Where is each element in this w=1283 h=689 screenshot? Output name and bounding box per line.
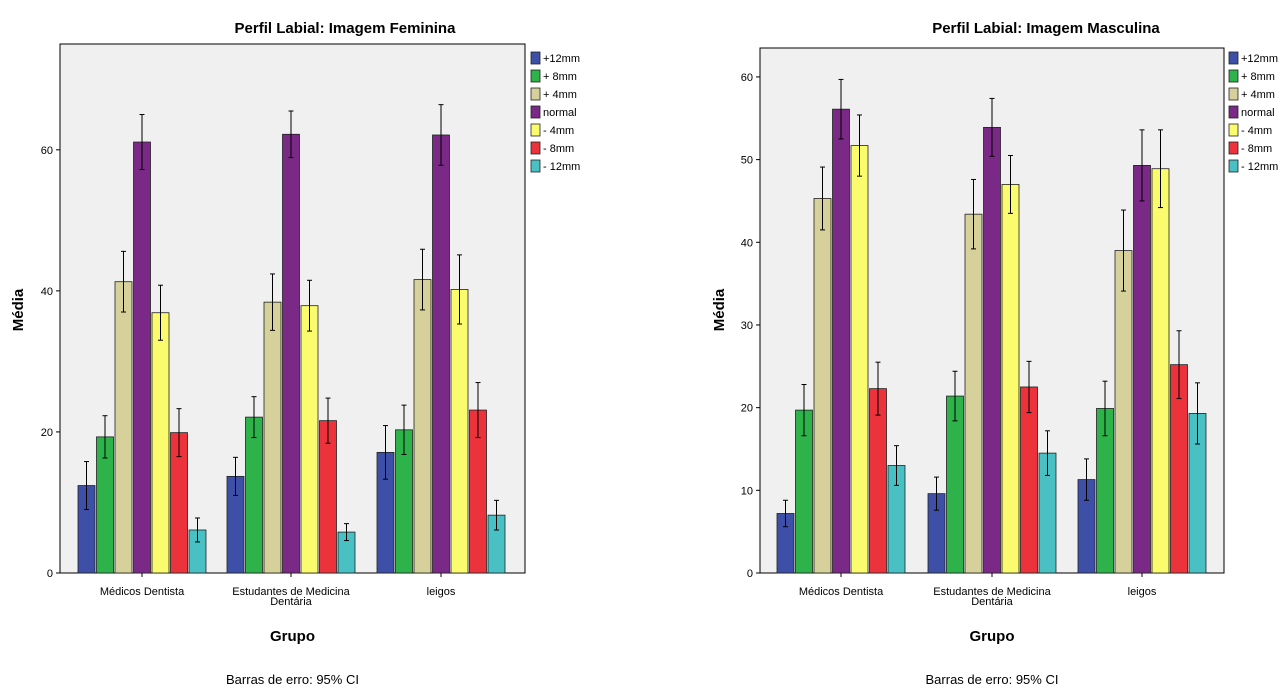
legend-swatch bbox=[530, 123, 541, 137]
chart-title: Perfil Labial: Imagem Feminina bbox=[235, 20, 457, 37]
legend-swatch bbox=[530, 69, 541, 83]
legend-swatch bbox=[1228, 69, 1239, 83]
y-tick-label: 50 bbox=[741, 155, 753, 167]
x-tick-label: leigos bbox=[1128, 586, 1157, 598]
bar bbox=[1133, 165, 1151, 574]
legend-label: normal bbox=[543, 107, 577, 119]
bar bbox=[300, 305, 319, 574]
y-tick-label: 20 bbox=[741, 403, 753, 415]
y-tick-label: 0 bbox=[747, 568, 753, 580]
bar bbox=[983, 126, 1001, 574]
x-axis-label: Grupo bbox=[970, 628, 1015, 645]
y-tick-label: 30 bbox=[741, 320, 753, 332]
bar bbox=[1114, 250, 1133, 574]
bar bbox=[151, 312, 170, 574]
legend-swatch bbox=[530, 51, 541, 65]
bar bbox=[869, 388, 887, 574]
y-tick-label: 40 bbox=[741, 237, 753, 249]
legend: +12mm + 8mm + 4mm normal - 4mm - 8mm - 12mm bbox=[1228, 51, 1278, 173]
chart-masculina: Perfil Labial: Imagem Masculina 0 10 20 30 40… bbox=[711, 20, 1278, 687]
legend-label: - 8mm bbox=[543, 143, 574, 155]
legend-swatch bbox=[1228, 87, 1239, 101]
chart-feminina: Perfil Labial: Imagem Feminina 0 20 40 60 Méd… bbox=[10, 20, 580, 687]
legend-label: + 8mm bbox=[543, 71, 577, 83]
y-axis-label: Média bbox=[711, 288, 728, 331]
bar bbox=[413, 279, 432, 574]
legend-label: - 12mm bbox=[1241, 161, 1278, 173]
legend-swatch bbox=[1228, 141, 1239, 155]
legend-swatch bbox=[1228, 105, 1239, 119]
legend-swatch bbox=[530, 159, 541, 173]
legend-label: + 4mm bbox=[543, 89, 577, 101]
error-bar-note: Barras de erro: 95% CI bbox=[226, 672, 359, 687]
x-tick-label: Dentária bbox=[971, 596, 1013, 608]
bar bbox=[832, 108, 850, 574]
bar bbox=[263, 301, 282, 574]
legend-swatch bbox=[530, 87, 541, 101]
bar bbox=[813, 198, 832, 574]
x-tick-label: Estudantes de Medicina bbox=[232, 586, 350, 598]
bar bbox=[964, 213, 983, 574]
legend-label: - 4mm bbox=[543, 125, 574, 137]
x-tick-label: Médicos Dentista bbox=[100, 586, 185, 598]
legend-label: - 12mm bbox=[543, 161, 580, 173]
x-tick-label: Dentária bbox=[270, 596, 312, 608]
bar bbox=[1020, 386, 1038, 574]
bar bbox=[946, 395, 964, 574]
y-tick-label: 0 bbox=[47, 568, 53, 580]
legend-label: - 8mm bbox=[1241, 143, 1272, 155]
y-tick-label: 20 bbox=[41, 427, 53, 439]
legend-swatch bbox=[1228, 123, 1239, 137]
bar bbox=[1001, 184, 1020, 574]
bar bbox=[133, 141, 151, 574]
bar bbox=[1151, 168, 1170, 574]
legend: +12mm + 8mm + 4mm normal - 4mm - 8mm - 12mm bbox=[530, 51, 580, 173]
y-tick-label: 10 bbox=[741, 485, 753, 497]
bar bbox=[432, 134, 450, 574]
bar bbox=[245, 416, 263, 574]
bar bbox=[114, 281, 133, 574]
legend-swatch bbox=[530, 105, 541, 119]
error-bar-note: Barras de erro: 95% CI bbox=[926, 672, 1059, 687]
bar bbox=[450, 289, 469, 574]
bar bbox=[282, 133, 300, 574]
legend-swatch bbox=[1228, 159, 1239, 173]
legend-label: + 8mm bbox=[1241, 71, 1275, 83]
y-tick-label: 60 bbox=[41, 145, 53, 157]
chart-title: Perfil Labial: Imagem Masculina bbox=[932, 20, 1160, 37]
y-axis-label: Média bbox=[10, 288, 27, 331]
x-tick-label: Médicos Dentista bbox=[799, 586, 884, 598]
legend-swatch bbox=[1228, 51, 1239, 65]
legend-label: normal bbox=[1241, 107, 1275, 119]
x-tick-label: leigos bbox=[427, 586, 456, 598]
legend-label: + 4mm bbox=[1241, 89, 1275, 101]
legend-label: +12mm bbox=[543, 53, 580, 65]
legend-swatch bbox=[530, 141, 541, 155]
y-tick-label: 60 bbox=[741, 72, 753, 84]
x-tick-label: Estudantes de Medicina bbox=[933, 586, 1051, 598]
x-axis-label: Grupo bbox=[270, 628, 315, 645]
legend-label: +12mm bbox=[1241, 53, 1278, 65]
bar bbox=[850, 145, 869, 574]
y-tick-label: 40 bbox=[41, 286, 53, 298]
legend-label: - 4mm bbox=[1241, 125, 1272, 137]
